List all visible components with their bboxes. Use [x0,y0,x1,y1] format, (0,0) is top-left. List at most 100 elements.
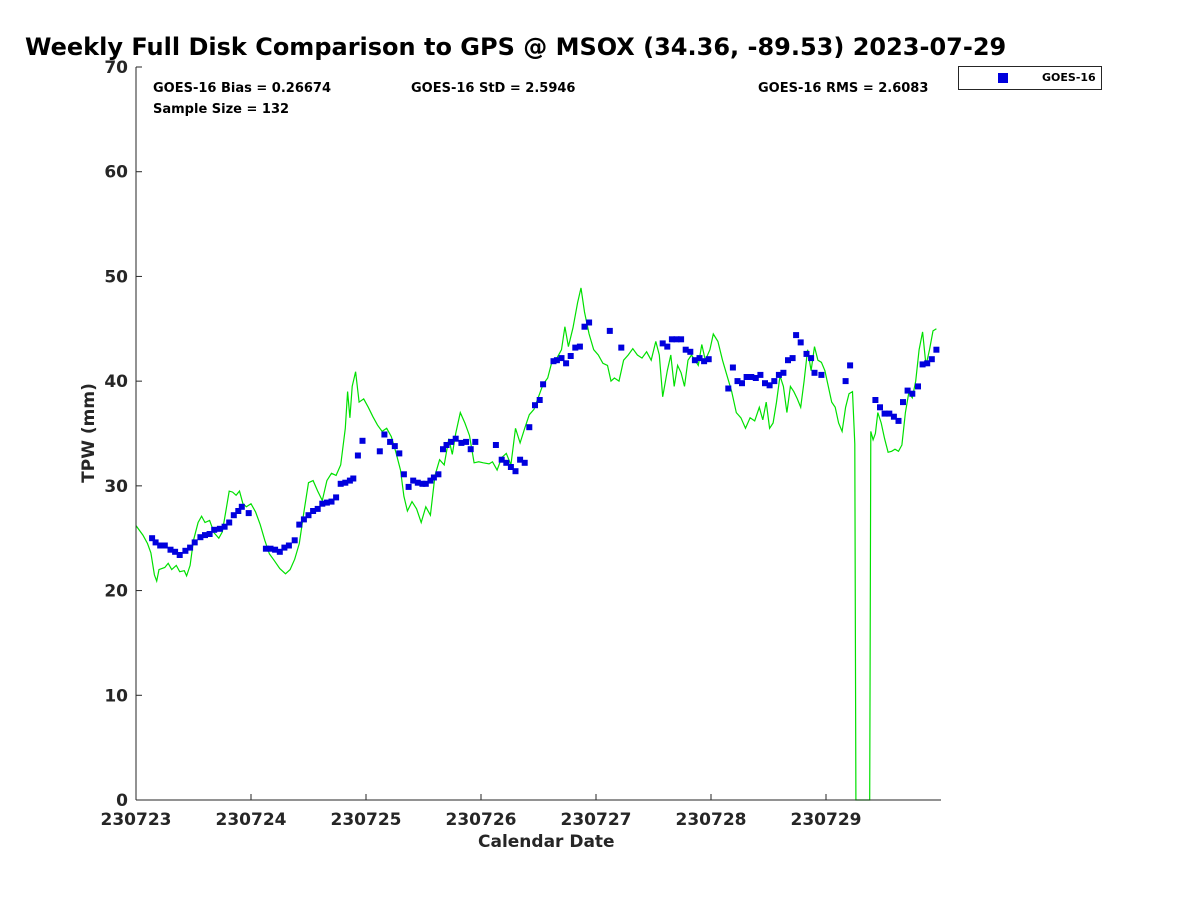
goes16-point [890,413,897,420]
goes16-point [576,343,583,350]
x-ticks: 230723 230724 230725 230726 230727 230728 2307… [101,794,862,830]
goes16-point [430,474,437,481]
goes16-point [422,480,429,487]
y-tick-label: 50 [104,267,128,287]
y-ticks: 0 10 20 30 40 50 60 70 [104,58,142,811]
goes16-point [276,548,283,555]
goes16-point [687,348,694,355]
goes16-point [238,503,245,510]
goes16-point [452,435,459,442]
goes16-point [342,479,349,486]
goes16-point [440,446,446,453]
goes16-point [149,535,156,542]
goes16-point [553,357,560,364]
goes16-point [419,480,426,487]
goes16-point [881,410,888,417]
goes16-point [775,371,782,378]
legend-box [958,66,1102,90]
goes16-point [705,356,712,363]
goes16-point [285,542,292,549]
legend-label-goes16: GOES-16 [1042,71,1096,84]
goes16-point [230,512,237,519]
y-tick-label: 40 [104,372,128,392]
bias-annotation: GOES-16 Bias = 0.26674 [153,81,331,96]
goes16-point [161,542,168,549]
goes16-point [572,344,579,351]
goes16-point [847,362,854,369]
goes-series [149,319,940,558]
goes16-point [182,547,189,554]
std-annotation: GOES-16 StD = 2.5946 [411,81,575,96]
goes16-point [359,437,366,444]
goes16-point [558,355,565,362]
goes16-point [305,512,312,519]
goes16-point [300,516,307,523]
goes16-point [606,327,613,334]
goes16-point [725,385,732,392]
goes16-point [272,546,279,553]
goes16-point [512,468,519,475]
goes16-point [734,378,741,385]
y-tick-label: 0 [116,791,128,811]
goes16-point [157,542,164,549]
y-tick-label: 60 [104,163,128,183]
x-tick-label: 230723 [101,810,172,830]
goes16-point [517,456,524,463]
goes16-point [919,361,926,368]
legend: GOES-16 [958,66,1102,90]
goes16-point [771,378,778,385]
goes16-point [691,357,698,364]
goes16-point [235,508,242,514]
goes16-point [762,380,768,387]
y-tick-label: 70 [104,58,128,78]
goes16-point [928,356,935,363]
goes16-point [872,397,879,403]
goes16-point [780,369,787,376]
goes16-point [458,439,465,446]
x-tick-label: 230727 [561,810,632,830]
goes16-point [172,548,179,555]
goes16-point [405,483,412,490]
goes16-point [291,537,298,544]
goes16-point [793,332,800,339]
goes16-point [915,383,921,390]
goes16-point [443,442,450,448]
goes16-point [678,336,685,343]
goes16-point [314,505,321,512]
goes16-point [757,371,764,378]
goes16-point [221,523,228,530]
goes16-point [187,544,194,551]
goes16-point [376,448,383,455]
legend-marker-goes16 [998,73,1008,83]
goes16-point [350,475,357,482]
goes16-point [206,531,213,537]
goes16-point [895,417,902,424]
goes16-point [526,424,533,431]
goes16-point [387,438,394,445]
x-tick-label: 230725 [331,810,402,830]
goes16-point [310,508,317,514]
goes16-point [536,397,543,403]
rms-annotation: GOES-16 RMS = 2.6083 [758,81,928,96]
goes16-point [245,510,252,517]
gps-line [135,287,937,801]
goes16-point [701,358,708,365]
goes16-point [766,382,773,389]
y-tick-label: 30 [104,477,128,497]
goes16-point [563,360,570,367]
goes16-point [427,477,434,484]
x-tick-label: 230729 [791,810,862,830]
goes16-point [900,399,906,406]
goes16-point [262,545,269,552]
goes16-point [467,446,474,453]
sample-size-annotation: Sample Size = 132 [153,102,289,117]
goes16-point [323,499,330,506]
goes16-point [803,350,810,357]
goes16-point [333,494,340,501]
goes16-point [354,452,361,459]
x-tick-label: 230724 [216,810,287,830]
y-tick-label: 20 [104,582,128,602]
goes16-point [797,339,804,346]
chart-title: Weekly Full Disk Comparison to GPS @ MSO… [25,33,1006,61]
